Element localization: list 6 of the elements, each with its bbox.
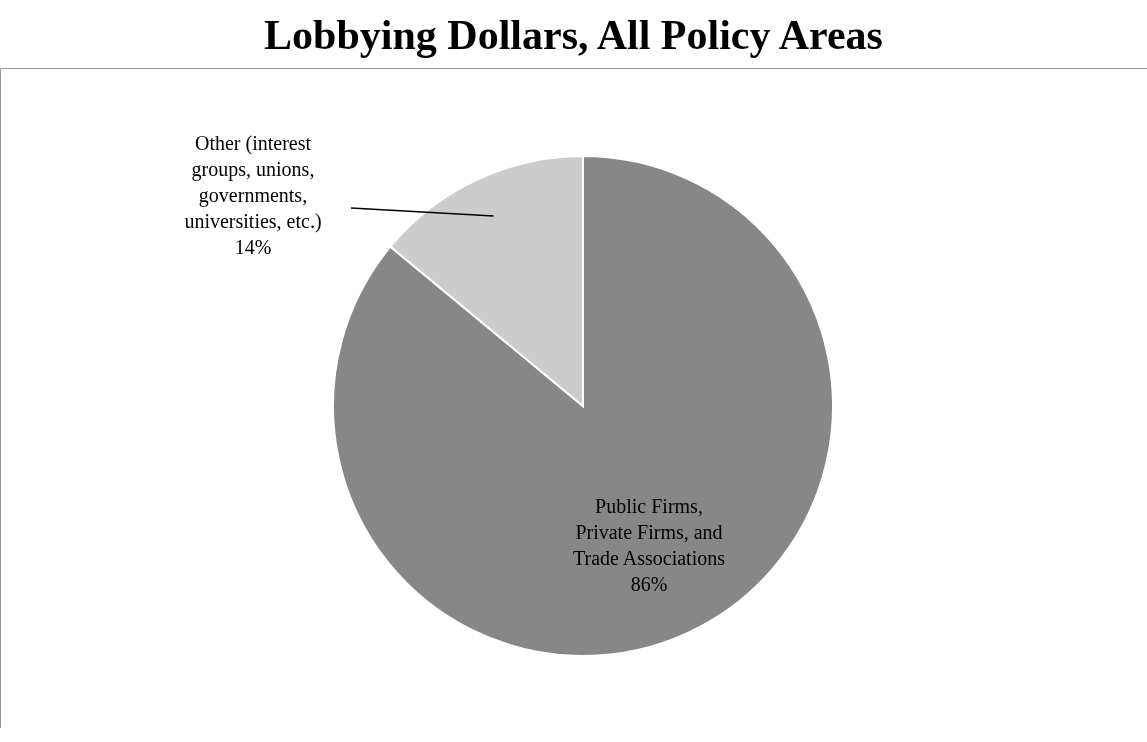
data-label: 14% (234, 236, 272, 258)
pie-slice (332, 155, 834, 657)
slice-label: Public Firms, Private Firms, and Trade Associations (572, 495, 726, 570)
data-label: 86% (630, 573, 668, 596)
chart-title: Lobbying Dollars, All Policy Areas (264, 12, 883, 58)
slice-label: Other (interest groups, unions, governments, universities, etc.) (184, 132, 322, 233)
